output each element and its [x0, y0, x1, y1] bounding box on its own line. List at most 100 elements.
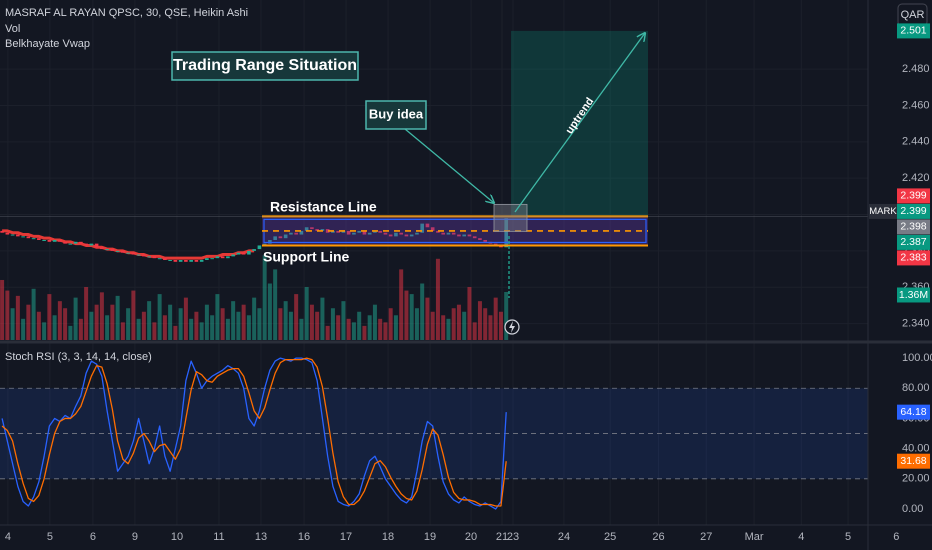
volume-bar [241, 304, 246, 340]
volume-bar [441, 315, 446, 340]
candle-body [131, 252, 136, 255]
candle-body [462, 234, 466, 237]
volume-bar [357, 311, 362, 340]
candle-body [68, 243, 73, 245]
rsi-value-label: 31.68 [900, 455, 926, 467]
candle-body [420, 223, 424, 233]
buy-idea: Buy idea [369, 106, 424, 121]
candle-body [304, 227, 309, 231]
volume-bar [126, 308, 131, 340]
x-tick-label: 27 [700, 531, 712, 543]
volume-bar [136, 318, 141, 340]
range-title: Trading Range Situation [173, 57, 357, 74]
volume-label-box [897, 287, 930, 303]
candle-body [325, 229, 330, 233]
volume-bar [236, 311, 241, 340]
volume-bar [21, 318, 26, 340]
candle-body [362, 230, 367, 235]
volume-bar [131, 290, 136, 340]
candle-body [58, 240, 62, 242]
x-tick-label: 5 [47, 531, 53, 543]
volume-bar [451, 308, 456, 340]
entry-marker [493, 203, 528, 232]
candle-body [457, 234, 461, 237]
x-tick-label: 5 [845, 531, 851, 543]
volume-label: 1.36M [899, 289, 928, 301]
x-tick-label: 20 [465, 531, 477, 543]
candle-body [63, 241, 67, 244]
x-tick-label: 24 [558, 531, 570, 543]
volume-bar [325, 325, 330, 340]
volume-bar [435, 258, 440, 340]
candle-body [152, 256, 157, 259]
candle-body [378, 230, 382, 233]
x-tick-label: 9 [132, 531, 138, 543]
volume-bar [493, 297, 498, 340]
volume-bar [262, 255, 267, 340]
volume-bar [378, 318, 383, 340]
candle-body [357, 230, 361, 233]
volume-bar [204, 304, 209, 340]
volume-bar [351, 322, 356, 340]
candle-body [47, 240, 52, 242]
candle-body [147, 256, 151, 258]
volume-bar [220, 308, 225, 340]
y-tick-label: 2.460 [902, 99, 930, 111]
volume-bar [462, 311, 467, 340]
candle-body [184, 260, 188, 262]
rsi-tick-label: 100.00 [902, 352, 932, 364]
volume-bar [294, 294, 299, 340]
resistance-label: Resistance Line [270, 199, 377, 215]
x-tick-label: 4 [798, 531, 804, 543]
volume-bar [10, 308, 15, 340]
rsi-line [1, 357, 507, 510]
candle-body [231, 254, 235, 257]
candle-body [210, 258, 214, 260]
candle-body [94, 243, 99, 248]
candle-body [241, 252, 246, 255]
volume-bar [115, 295, 120, 340]
candle-body [236, 252, 241, 255]
volume-bar [147, 301, 152, 340]
y-tick-label: 2.480 [902, 63, 930, 75]
currency[interactable]: QAR [901, 9, 925, 21]
candle-body [383, 232, 388, 235]
volume-bar [199, 322, 204, 340]
candle-body [189, 260, 193, 262]
volume-bar [498, 311, 503, 340]
volume-bar [47, 294, 52, 340]
volume-bar [105, 315, 110, 340]
volume-bar [215, 294, 220, 340]
candle-body [478, 238, 482, 240]
candle-body [142, 254, 146, 257]
volume-bar [162, 315, 167, 340]
candle-body [278, 236, 283, 239]
candle-body [194, 260, 199, 262]
candle-body [199, 260, 204, 262]
rsi-tick-label: 0.00 [902, 503, 923, 515]
candle-body [31, 238, 36, 240]
buy-arrow [404, 128, 494, 203]
mark-tag-box [869, 203, 897, 219]
volume-bar [341, 301, 346, 340]
candle-body [0, 230, 4, 233]
candle-body [226, 256, 230, 259]
support-label: Support Line [263, 249, 350, 265]
volume-bar [36, 311, 41, 340]
symbol: MASRAF AL RAYAN QPSC, 30, QSE, Heikin As… [5, 7, 248, 19]
candle-body [136, 254, 141, 256]
candle-body [320, 229, 325, 231]
volume-bar [5, 290, 10, 340]
price-label-box [897, 188, 930, 204]
candle-body [441, 232, 445, 235]
candle-body [425, 223, 430, 228]
candle-body [252, 249, 256, 251]
candle-body [52, 240, 57, 242]
candle-body [399, 232, 403, 235]
volume-bar [483, 308, 488, 340]
volume-bar [430, 311, 435, 340]
price-label: 2.387 [900, 236, 926, 248]
candle-body [110, 249, 115, 251]
volume-bar [194, 311, 199, 340]
